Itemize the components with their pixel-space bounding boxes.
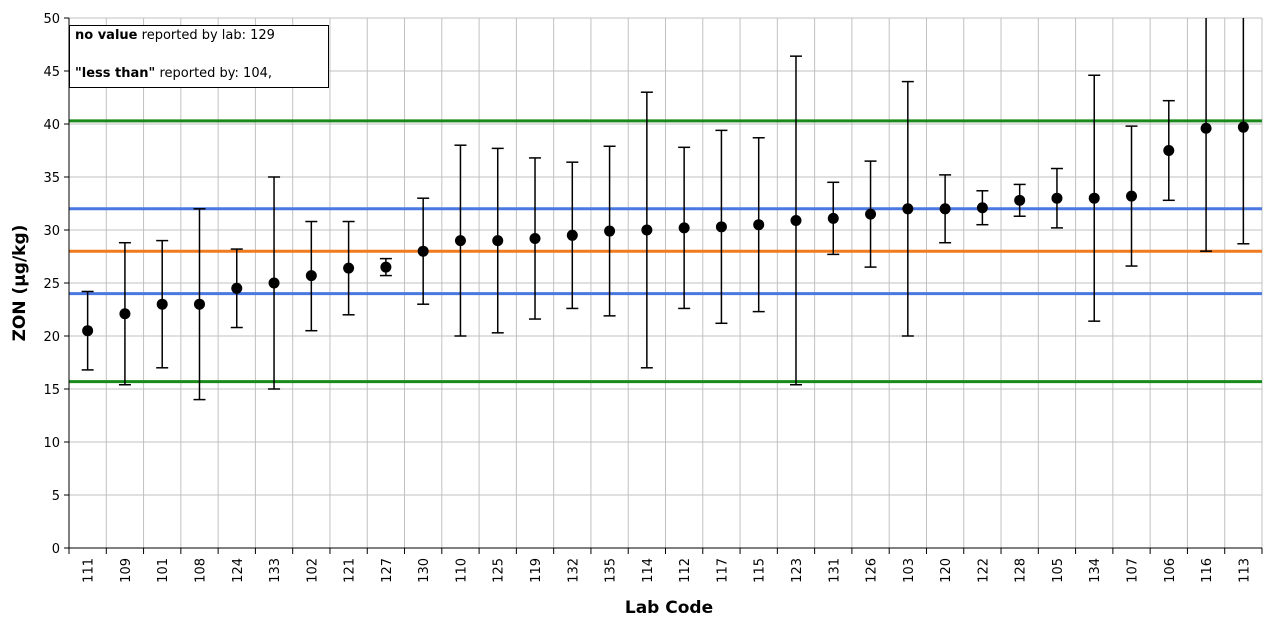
y-tick-label: 20 [43, 330, 60, 345]
axes [64, 17, 1263, 554]
y-tick-label: 0 [52, 542, 60, 557]
point-111 [82, 325, 94, 337]
legend-less-than-bold: "less than" [75, 66, 156, 81]
point-117 [715, 221, 727, 233]
x-tick-label-128: 128 [1014, 558, 1029, 583]
x-axis-title: Lab Code [625, 598, 713, 618]
point-121 [343, 262, 355, 274]
point-107 [1126, 190, 1138, 202]
x-tick-label-121: 121 [343, 558, 358, 583]
point-131 [827, 212, 839, 224]
x-tick-label-126: 126 [865, 558, 880, 583]
point-135 [604, 225, 616, 237]
y-tick-label: 15 [43, 383, 60, 398]
point-128 [1014, 194, 1026, 206]
x-tick-label-108: 108 [193, 558, 208, 583]
y-tick-label: 45 [43, 65, 60, 80]
legend-box: no value reported by lab: 129 "less than… [69, 25, 329, 88]
x-tick-label-133: 133 [268, 558, 283, 583]
grid-lines [68, 17, 1263, 549]
x-tick-label-105: 105 [1051, 558, 1066, 583]
y-tick-label: 40 [43, 118, 60, 133]
error-bars [81, 18, 1250, 401]
x-tick-label-106: 106 [1163, 558, 1178, 583]
x-tick-label-123: 123 [790, 558, 805, 583]
legend-no-value-text: reported by lab: 129 [137, 28, 275, 43]
y-axis-title: ZON (µg/kg) [10, 225, 30, 342]
y-tick-label: 35 [43, 171, 60, 186]
reference-lines [69, 119, 1262, 384]
x-tick-label-124: 124 [231, 558, 246, 583]
point-105 [1051, 192, 1063, 204]
y-tick-label: 10 [43, 436, 60, 451]
point-130 [417, 245, 429, 257]
point-112 [678, 222, 690, 234]
x-tick-label-130: 130 [417, 558, 432, 583]
point-134 [1088, 192, 1100, 204]
x-tick-label-109: 109 [119, 558, 134, 583]
x-tick-label-103: 103 [902, 558, 917, 583]
point-127 [380, 261, 392, 273]
x-tick-label-110: 110 [454, 558, 469, 583]
point-125 [492, 235, 504, 247]
x-tick-label-134: 134 [1088, 558, 1103, 583]
point-108 [193, 298, 205, 310]
legend-line-less-than: "less than" reported by: 104, [75, 66, 272, 81]
point-123 [790, 214, 802, 226]
x-tick-label-114: 114 [641, 558, 656, 583]
y-tick-label: 25 [43, 277, 60, 292]
point-113 [1237, 121, 1249, 133]
x-tick-label-115: 115 [753, 558, 768, 583]
point-109 [119, 308, 131, 320]
x-tick-label-125: 125 [492, 558, 507, 583]
point-116 [1200, 122, 1212, 134]
y-tick-label: 30 [43, 224, 60, 239]
point-114 [641, 224, 653, 236]
point-133 [268, 277, 280, 289]
x-tick-label-111: 111 [82, 558, 97, 583]
y-tick-label: 50 [43, 12, 60, 27]
point-124 [231, 282, 243, 294]
x-tick-label-132: 132 [566, 558, 581, 583]
point-119 [529, 232, 541, 244]
legend-line-no-value: no value reported by lab: 129 [75, 28, 275, 43]
point-101 [156, 298, 168, 310]
y-tick-label: 5 [52, 489, 60, 504]
point-102 [305, 270, 317, 282]
point-115 [753, 219, 765, 231]
point-110 [454, 235, 466, 247]
x-tick-label-101: 101 [156, 558, 171, 583]
legend-no-value-bold: no value [75, 28, 138, 43]
x-tick-label-131: 131 [827, 558, 842, 583]
data-points [82, 121, 1249, 337]
x-tick-label-117: 117 [715, 558, 730, 583]
x-tick-label-116: 116 [1200, 558, 1215, 583]
point-106 [1163, 145, 1175, 156]
point-132 [566, 229, 578, 241]
x-tick-label-120: 120 [939, 558, 954, 583]
point-103 [902, 203, 914, 215]
x-tick-label-112: 112 [678, 558, 693, 583]
x-tick-label-102: 102 [305, 558, 320, 583]
legend-less-than-text: reported by: 104, [155, 66, 273, 81]
x-tick-label-127: 127 [380, 558, 395, 583]
point-122 [976, 202, 988, 214]
x-tick-label-122: 122 [976, 558, 991, 583]
x-tick-label-113: 113 [1237, 558, 1252, 583]
point-120 [939, 203, 951, 215]
point-126 [865, 208, 877, 220]
x-tick-label-135: 135 [604, 558, 619, 583]
tick-labels: 0 5 10 15 20 25 30 35 40 45 50 111 109 101 108 124 133 10… [43, 12, 1252, 583]
x-tick-label-107: 107 [1126, 558, 1141, 583]
x-tick-label-119: 119 [529, 558, 544, 583]
